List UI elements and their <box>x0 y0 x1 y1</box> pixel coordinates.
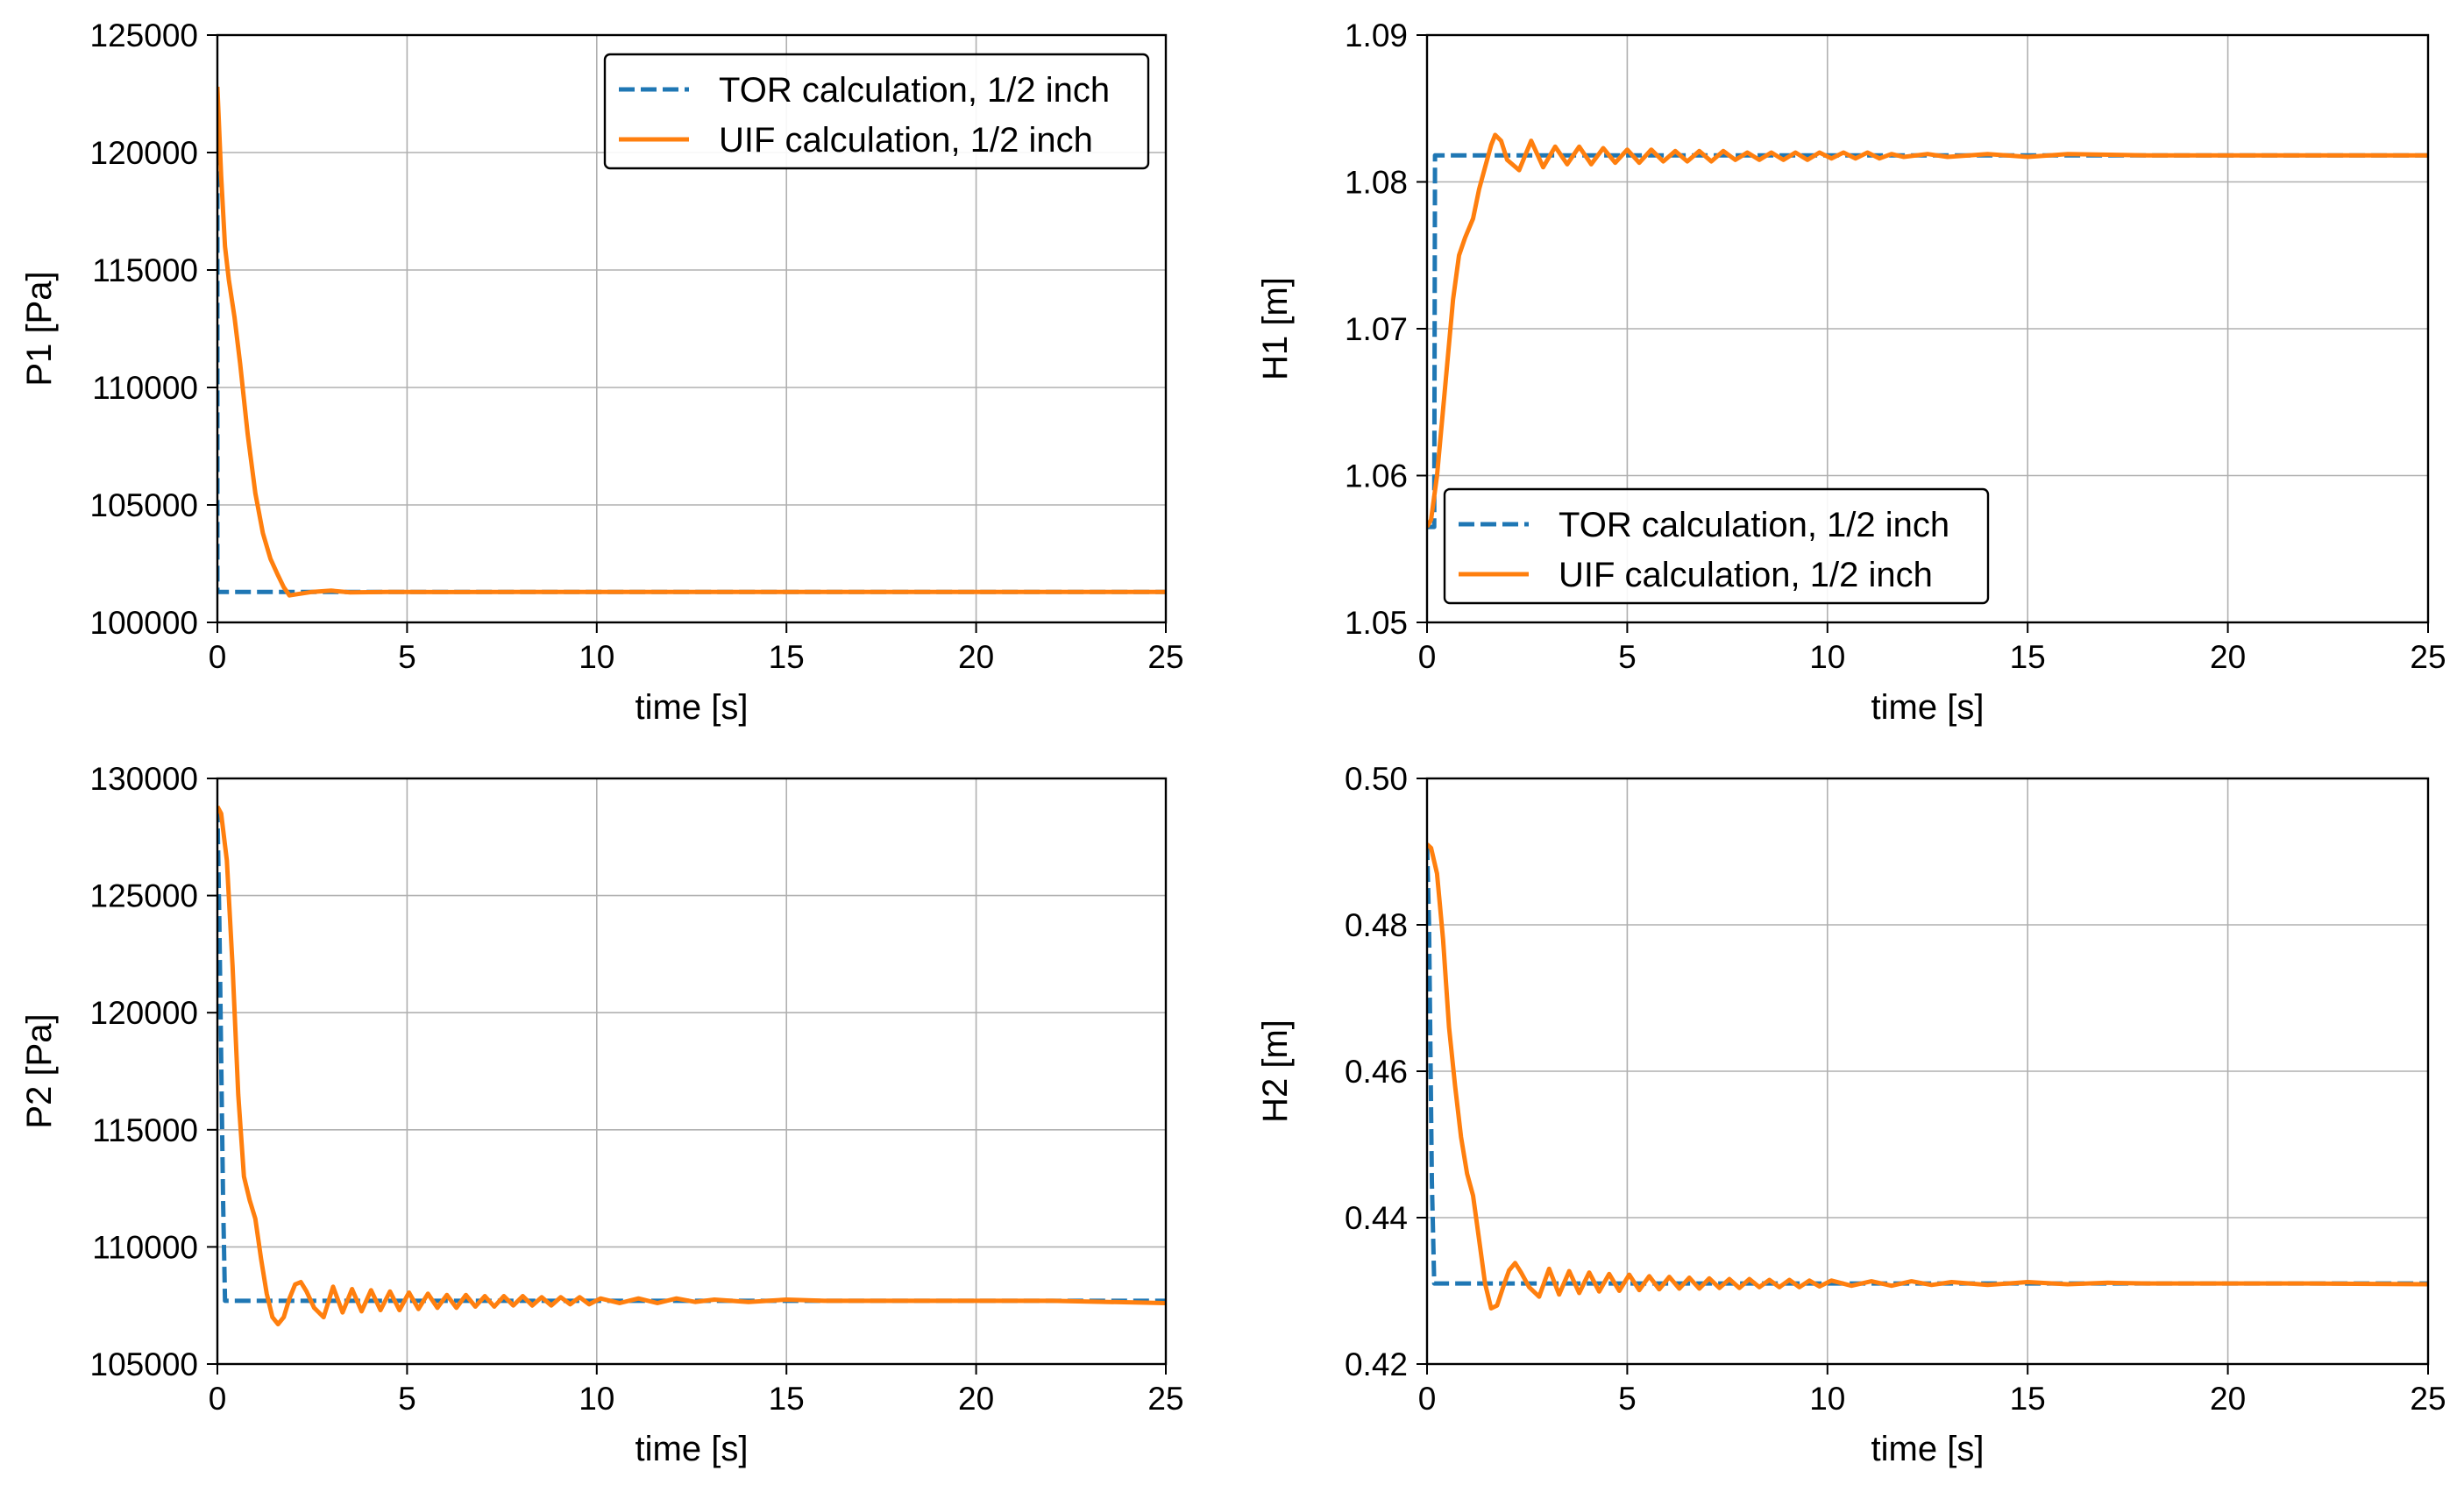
x-axis-label: time [s] <box>1871 688 1985 727</box>
x-tick-label: 5 <box>1618 639 1637 675</box>
chart-p1: 0 5 10 15 20 25 100000 105000 110000 115000 120000… <box>20 18 1184 727</box>
x-tick-label: 25 <box>2410 639 2446 675</box>
y-tick-label: 100000 <box>90 605 198 641</box>
chart-p2: 0 5 10 15 20 25 105000 110000 115000 120000 125000… <box>20 761 1184 1468</box>
y-tick-label: 1.05 <box>1345 605 1408 641</box>
y-tick-label: 120000 <box>90 135 198 171</box>
x-tick-label: 5 <box>1618 1381 1637 1417</box>
x-tick-label: 15 <box>769 1381 805 1417</box>
y-tick-label: 110000 <box>92 1229 198 1265</box>
x-axis-label: time [s] <box>636 688 749 727</box>
y-tick-label: 130000 <box>90 761 198 797</box>
legend-label: UIF calculation, 1/2 inch <box>1559 556 1933 594</box>
y-axis-label: H1 [m] <box>1256 277 1295 380</box>
x-tick-label: 0 <box>209 1381 227 1417</box>
chart-h2: 0 5 10 15 20 25 0.42 0.44 0.46 0.48 0.50 time [s] H2… <box>1256 761 2446 1468</box>
legend-box <box>603 53 1150 170</box>
legend-label: TOR calculation, 1/2 inch <box>1559 506 1949 544</box>
x-tick-label: 15 <box>769 639 805 675</box>
series-line-uif <box>1427 842 2428 1311</box>
x-tick-label: 15 <box>2010 1381 2046 1417</box>
x-tick-label: 25 <box>1147 1381 1183 1417</box>
series-line-uif <box>217 86 1166 598</box>
y-tick-label: 0.42 <box>1345 1346 1408 1382</box>
series-line-tor <box>1427 153 2428 529</box>
legend-box <box>1443 487 1990 605</box>
legend: TOR calculation, 1/2 inch UIF calculation… <box>603 53 1150 170</box>
x-tick-label: 15 <box>2010 639 2046 675</box>
chart-h1: 0 5 10 15 20 25 1.05 1.06 1.07 1.08 1.09 time [s] H1… <box>1256 18 2446 727</box>
y-tick-label: 1.06 <box>1345 458 1408 494</box>
axes-frame <box>216 777 1168 1366</box>
series-line-uif <box>217 805 1166 1327</box>
x-tick-label: 0 <box>1418 639 1437 675</box>
y-tick-label: 115000 <box>92 252 198 288</box>
series-line-tor <box>217 806 1166 1304</box>
x-tick-label: 20 <box>958 1381 994 1417</box>
series-line-uif <box>1427 132 2428 529</box>
x-tick-label: 20 <box>2210 639 2246 675</box>
legend: TOR calculation, 1/2 inch UIF calculation… <box>1443 487 1990 605</box>
x-tick-label: 5 <box>398 1381 416 1417</box>
x-tick-label: 20 <box>2210 1381 2246 1417</box>
y-tick-label: 125000 <box>90 878 198 914</box>
x-tick-label: 10 <box>579 1381 614 1417</box>
series-line-tor <box>217 105 1166 594</box>
x-tick-label: 0 <box>209 639 227 675</box>
x-tick-label: 20 <box>958 639 994 675</box>
y-tick-label: 115000 <box>92 1112 198 1148</box>
y-axis-label: P1 [Pa] <box>20 271 59 386</box>
legend-label: UIF calculation, 1/2 inch <box>719 121 1093 160</box>
y-tick-label: 0.44 <box>1345 1200 1408 1236</box>
y-tick-label: 1.08 <box>1345 165 1408 201</box>
y-tick-label: 0.48 <box>1345 907 1408 943</box>
y-tick-label: 110000 <box>92 370 198 406</box>
x-tick-label: 10 <box>1809 639 1845 675</box>
x-axis-label: time [s] <box>636 1430 749 1468</box>
y-tick-label: 125000 <box>90 18 198 53</box>
x-tick-label: 10 <box>579 639 614 675</box>
legend-label: TOR calculation, 1/2 inch <box>719 71 1110 110</box>
y-tick-label: 0.50 <box>1345 761 1408 797</box>
y-tick-label: 1.07 <box>1345 311 1408 347</box>
x-axis-label: time [s] <box>1871 1430 1985 1468</box>
y-axis-label: H2 [m] <box>1256 1020 1295 1123</box>
y-tick-label: 1.09 <box>1345 18 1408 53</box>
axes-frame <box>216 33 1168 624</box>
x-tick-label: 25 <box>2410 1381 2446 1417</box>
x-tick-label: 10 <box>1809 1381 1845 1417</box>
y-tick-label: 0.46 <box>1345 1054 1408 1090</box>
y-tick-label: 105000 <box>90 487 198 523</box>
y-axis-label: P2 [Pa] <box>20 1013 59 1128</box>
x-tick-label: 25 <box>1147 639 1183 675</box>
x-tick-label: 5 <box>398 639 416 675</box>
x-tick-label: 0 <box>1418 1381 1437 1417</box>
y-tick-label: 120000 <box>90 995 198 1031</box>
y-tick-label: 105000 <box>90 1346 198 1382</box>
